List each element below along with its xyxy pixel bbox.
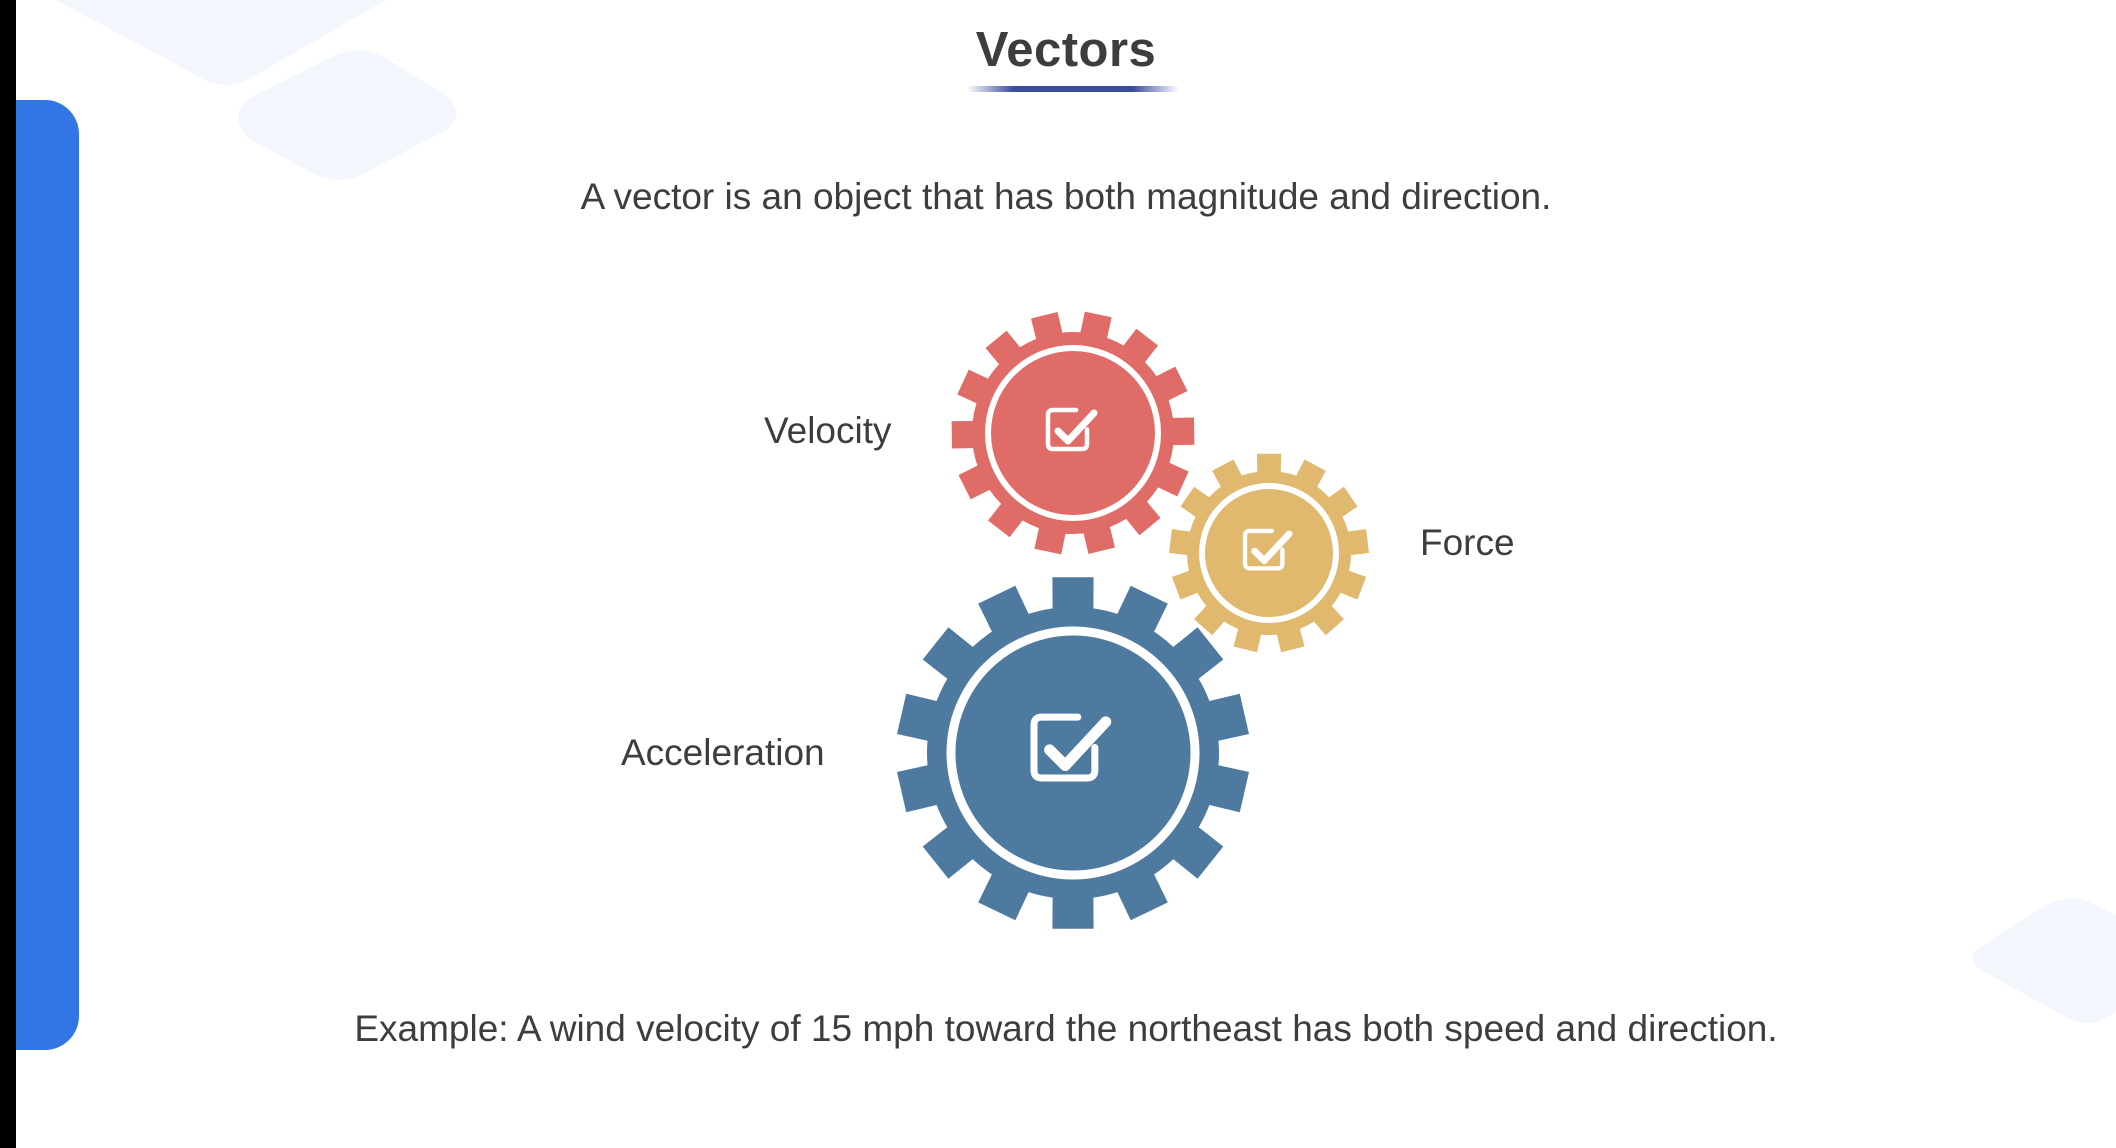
example-text: Example: A wind velocity of 15 mph towar… — [16, 1008, 2116, 1050]
velocity-label: Velocity — [764, 410, 892, 452]
slide: Vectors A vector is an object that has b… — [16, 0, 2116, 1148]
force-gear — [1169, 454, 1369, 653]
force-label: Force — [1420, 522, 1515, 564]
acceleration-label: Acceleration — [621, 732, 825, 774]
velocity-gear — [952, 312, 1195, 555]
gears-diagram — [16, 0, 2116, 1148]
acceleration-gear — [897, 577, 1249, 929]
